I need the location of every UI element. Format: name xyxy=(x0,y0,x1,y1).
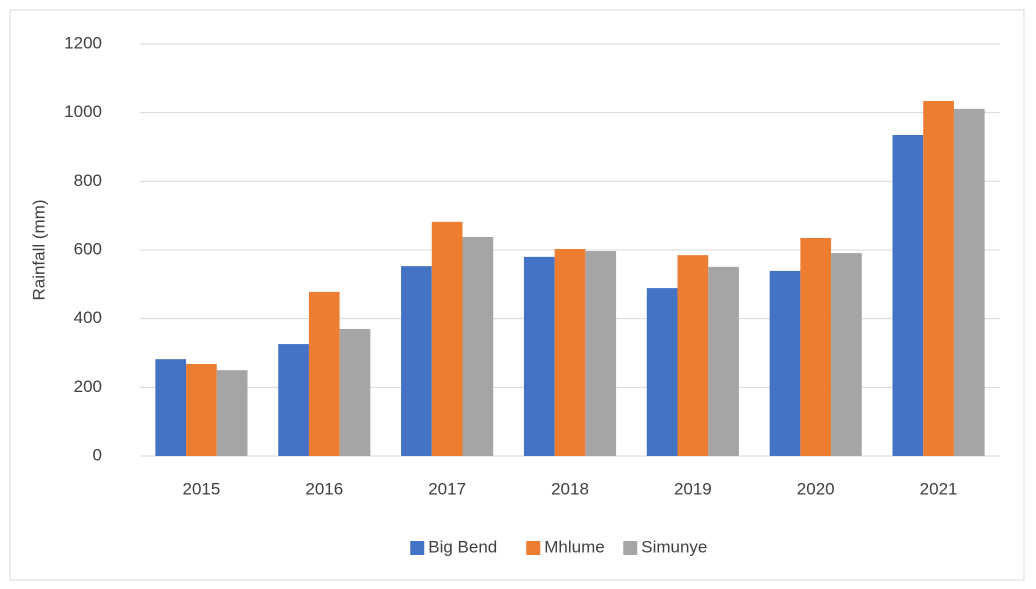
y-tick-label: 800 xyxy=(74,171,102,190)
bar xyxy=(923,100,954,456)
bar xyxy=(523,256,555,456)
legend-swatch xyxy=(526,541,541,555)
bar xyxy=(186,363,217,456)
y-tick-label: 600 xyxy=(74,239,102,258)
legend-label: Mhlume xyxy=(544,537,604,556)
bar xyxy=(216,370,248,456)
bar xyxy=(278,344,309,456)
x-tick-label: 2016 xyxy=(305,479,343,498)
legend-label: Simunye xyxy=(641,537,707,556)
bar xyxy=(677,255,709,456)
x-tick-label: 2018 xyxy=(551,479,589,498)
x-tick-label: 2015 xyxy=(183,479,221,498)
bar xyxy=(953,108,985,456)
y-tick-label: 200 xyxy=(74,377,102,396)
y-tick-label: 0 xyxy=(93,445,102,464)
legend-swatch xyxy=(623,541,638,555)
bar xyxy=(585,251,617,456)
x-tick-label: 2020 xyxy=(797,479,835,498)
bar xyxy=(155,359,187,456)
bar xyxy=(646,288,678,456)
x-tick-label: 2017 xyxy=(428,479,466,498)
x-tick-label: 2021 xyxy=(920,479,958,498)
y-tick-label: 1000 xyxy=(64,102,102,121)
y-axis-label: Rainfall (mm) xyxy=(29,199,48,300)
bar xyxy=(401,266,432,456)
legend-label: Big Bend xyxy=(428,537,497,556)
legend-swatch xyxy=(410,541,425,555)
bar xyxy=(800,237,832,456)
bar xyxy=(462,236,494,456)
bar xyxy=(892,134,924,456)
bar xyxy=(769,270,801,456)
bar xyxy=(308,291,340,456)
bar xyxy=(831,253,862,456)
bar xyxy=(339,328,371,456)
x-tick-label: 2019 xyxy=(674,479,712,498)
y-tick-label: 1200 xyxy=(64,33,102,52)
bar xyxy=(431,221,463,456)
chart-border xyxy=(9,9,1025,581)
y-tick-label: 400 xyxy=(74,308,102,327)
bar xyxy=(554,248,586,456)
bar xyxy=(708,266,739,456)
